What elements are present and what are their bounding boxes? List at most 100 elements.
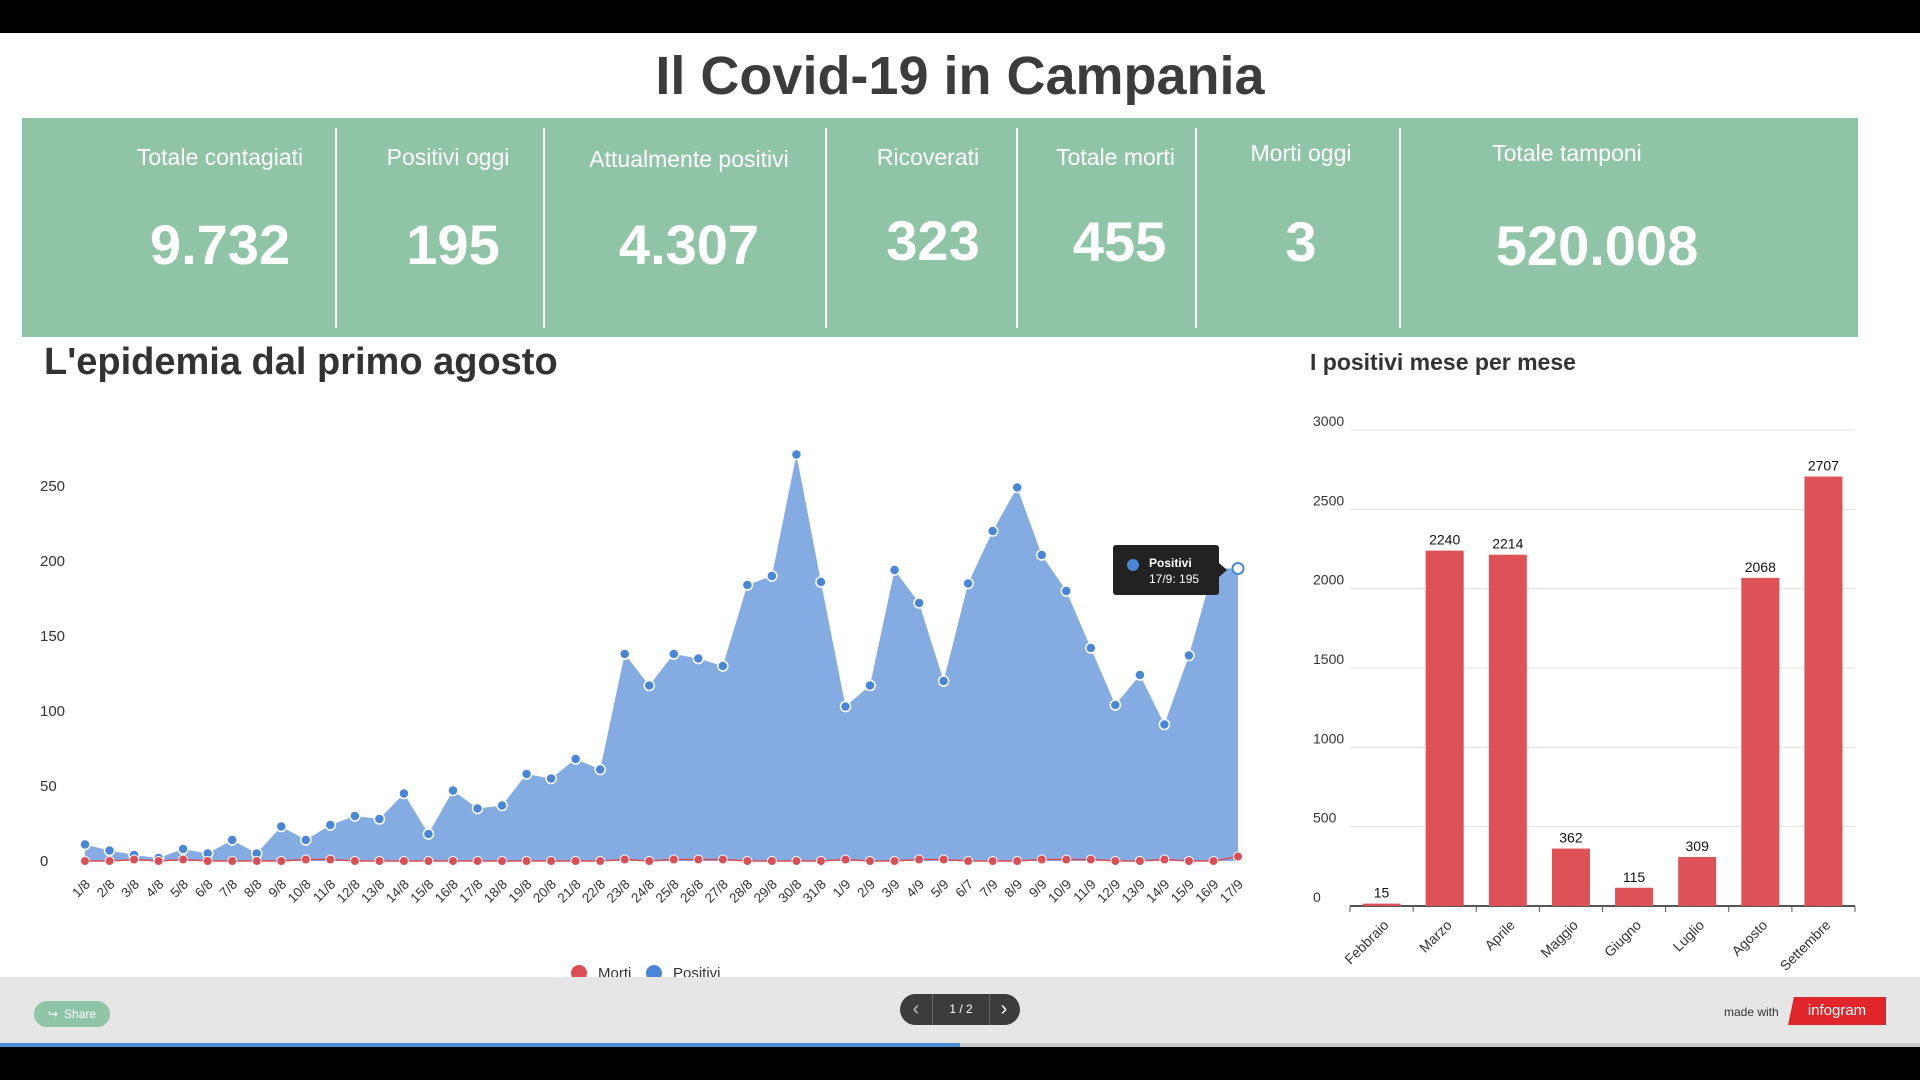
x-tick-label: 1/8 bbox=[69, 877, 93, 901]
morti-point bbox=[300, 854, 311, 865]
stat-value: 3 bbox=[1285, 210, 1317, 273]
morti-point bbox=[987, 856, 998, 866]
morti-point bbox=[595, 856, 606, 866]
morti-point bbox=[251, 856, 262, 866]
x-tick-label: 11/9 bbox=[1070, 877, 1098, 905]
stat-label: Totale contagiati bbox=[136, 144, 304, 170]
morti-point bbox=[546, 856, 557, 866]
x-tick-label: 13/9 bbox=[1119, 877, 1148, 906]
y-tick-label: 2000 bbox=[1313, 572, 1344, 588]
x-tick-label: 15/9 bbox=[1168, 877, 1197, 906]
positivi-point bbox=[1109, 699, 1122, 711]
morti-point bbox=[840, 854, 851, 865]
x-tick-label: 3/9 bbox=[879, 877, 903, 901]
x-tick-label: 8/8 bbox=[241, 877, 265, 901]
morti-point bbox=[865, 856, 876, 866]
bar-value-label: 2214 bbox=[1492, 536, 1523, 552]
morti-point bbox=[423, 856, 434, 866]
positivi-point bbox=[1085, 642, 1097, 654]
tooltip-value: 17/9: 195 bbox=[1149, 572, 1199, 586]
morti-point bbox=[1208, 856, 1219, 866]
morti-point bbox=[104, 856, 115, 866]
positivi-point bbox=[962, 577, 974, 590]
x-tick-label: 1/9 bbox=[830, 877, 854, 901]
morti-point bbox=[570, 856, 581, 866]
stat-totale-morti: Totale morti 455 bbox=[1023, 118, 1208, 337]
share-icon: ↪ bbox=[47, 1007, 59, 1021]
positivi-point bbox=[447, 784, 459, 797]
morti-point bbox=[1012, 856, 1023, 866]
x-tick-label: 29/8 bbox=[751, 877, 780, 906]
x-tick-label: 25/8 bbox=[653, 877, 682, 906]
positivi-point bbox=[766, 570, 778, 582]
positivi-point bbox=[398, 787, 410, 800]
positivi-point bbox=[422, 828, 435, 840]
morti-point bbox=[374, 856, 385, 866]
x-tick-label: Marzo bbox=[1416, 917, 1455, 956]
morti-point bbox=[889, 856, 900, 866]
morti-point bbox=[938, 854, 949, 865]
y-tick-label: 500 bbox=[1313, 810, 1337, 826]
bar bbox=[1551, 848, 1590, 906]
tooltip: Positivi 17/9: 195 bbox=[1113, 545, 1227, 595]
x-tick-label: Febbraio bbox=[1341, 917, 1392, 968]
x-tick-label: 26/8 bbox=[677, 877, 706, 906]
page-indicator: 1 / 2 bbox=[932, 994, 990, 1025]
morti-point bbox=[815, 856, 826, 866]
x-tick-label: 13/8 bbox=[358, 877, 387, 906]
x-tick-label: 5/8 bbox=[167, 877, 191, 901]
progress-bar-fill bbox=[0, 1043, 960, 1047]
bar-chart: 0 500 1000 1500 2000 2500 3000 15 Febbraio 2240 Ma… bbox=[1313, 413, 1856, 974]
morti-point bbox=[276, 856, 287, 866]
x-tick-label: 21/8 bbox=[555, 877, 584, 906]
positivi-point bbox=[1183, 649, 1195, 662]
morti-point bbox=[766, 856, 777, 866]
prev-page-button[interactable]: ‹ bbox=[900, 994, 932, 1025]
footer-bar: ↪ Share ‹ 1 / 2 › made with infogram bbox=[0, 977, 1920, 1043]
morti-point bbox=[227, 856, 238, 866]
x-tick-label: 2/8 bbox=[94, 877, 118, 901]
positivi-point bbox=[103, 844, 116, 857]
x-tick-label: 30/8 bbox=[775, 877, 804, 906]
morti-point bbox=[1036, 854, 1047, 865]
x-tick-label: 16/9 bbox=[1192, 877, 1221, 906]
x-tick-label: 19/8 bbox=[506, 877, 535, 906]
morti-point bbox=[153, 856, 164, 866]
stat-totale-tamponi: Totale tamponi 520.008 bbox=[1422, 118, 1712, 337]
morti-point bbox=[742, 856, 753, 866]
stat-value: 9.732 bbox=[149, 213, 291, 276]
bar bbox=[1362, 903, 1401, 906]
positivi-area bbox=[85, 454, 1238, 861]
positivi-point bbox=[471, 802, 484, 815]
positivi-point bbox=[226, 834, 238, 846]
x-tick-label: 11/8 bbox=[310, 877, 338, 905]
share-button[interactable]: ↪ Share bbox=[34, 1001, 110, 1027]
positivi-point bbox=[594, 763, 606, 776]
bar-chart-title: I positivi mese per mese bbox=[1310, 349, 1576, 375]
positivi-point bbox=[349, 810, 361, 822]
bar bbox=[1615, 887, 1654, 906]
x-tick-label: 8/9 bbox=[1001, 877, 1025, 901]
positivi-point bbox=[1060, 585, 1073, 597]
stat-label: Positivi oggi bbox=[386, 144, 510, 170]
chevron-left-icon: ‹ bbox=[912, 998, 920, 1020]
stat-value: 4.307 bbox=[618, 213, 760, 276]
y-tick-label: 150 bbox=[40, 628, 65, 645]
morti-point bbox=[497, 856, 508, 866]
x-tick-label: 15/8 bbox=[407, 877, 436, 906]
morti-point bbox=[963, 856, 974, 866]
x-tick-label: 3/8 bbox=[118, 877, 142, 901]
stat-positivi-oggi: Positivi oggi 195 bbox=[343, 118, 553, 337]
stat-divider bbox=[1399, 128, 1401, 328]
morti-point bbox=[619, 854, 630, 865]
morti-point bbox=[325, 854, 336, 865]
positivi-point bbox=[1158, 718, 1171, 731]
x-tick-label: Agosto bbox=[1728, 917, 1770, 959]
positivi-point bbox=[913, 597, 925, 609]
y-tick-label: 0 bbox=[40, 853, 48, 870]
x-tick-label: 24/8 bbox=[628, 877, 657, 906]
x-tick-label: 28/8 bbox=[726, 877, 755, 906]
bar-value-label: 2707 bbox=[1808, 457, 1839, 473]
next-page-button[interactable]: › bbox=[988, 994, 1020, 1025]
infogram-logo[interactable]: infogram bbox=[1788, 997, 1886, 1025]
